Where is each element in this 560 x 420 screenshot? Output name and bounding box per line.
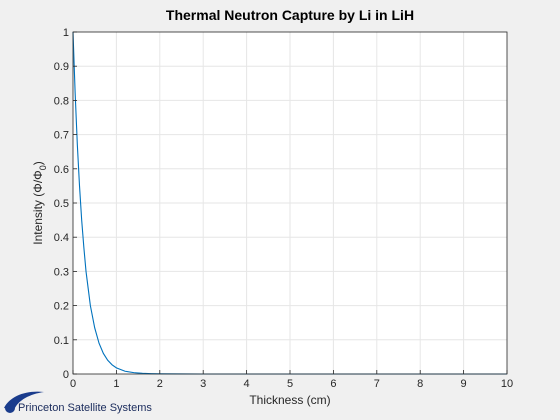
y-tick-label: 0.9 (54, 61, 69, 73)
y-tick-label: 0.2 (54, 301, 69, 313)
x-tick-label: 1 (113, 378, 119, 390)
y-tick-label: 0.6 (54, 164, 69, 176)
y-axis-label-subscript: 0 (38, 165, 48, 170)
x-tick-label: 8 (417, 378, 423, 390)
x-tick-label: 5 (287, 378, 293, 390)
x-tick-label: 9 (461, 378, 467, 390)
x-axis-label: Thickness (cm) (249, 393, 330, 407)
y-tick-label: 0.8 (54, 95, 69, 107)
x-tick-label: 10 (501, 378, 513, 390)
x-tick-label: 4 (244, 378, 250, 390)
x-ticks: 0 1 2 3 4 5 6 7 8 9 10 (70, 370, 513, 390)
x-tick-label: 6 (330, 378, 336, 390)
y-tick-label: 0.3 (54, 266, 69, 278)
y-axis-label-main: Intensity (Φ/Φ (31, 170, 45, 245)
y-tick-label: 0.5 (54, 198, 69, 210)
y-axis-label-close: ) (31, 161, 45, 165)
y-tick-label: 0.1 (54, 335, 69, 347)
y-tick-label: 0.7 (54, 130, 69, 142)
y-tick-label: 0.4 (54, 232, 69, 244)
y-tick-label: 0 (63, 369, 69, 381)
logo-planet-icon (5, 403, 15, 413)
grid (73, 32, 507, 374)
chart-title: Thermal Neutron Capture by Li in LiH (166, 7, 414, 23)
y-axis-label: Intensity (Φ/Φ0) (31, 161, 48, 245)
x-tick-label: 2 (157, 378, 163, 390)
company-logo: Princeton Satellite Systems (4, 391, 152, 414)
logo-text: Princeton Satellite Systems (18, 402, 152, 414)
x-tick-label: 0 (70, 378, 76, 390)
x-tick-label: 3 (200, 378, 206, 390)
y-tick-label: 1 (63, 27, 69, 39)
x-tick-label: 7 (374, 378, 380, 390)
y-ticks: 0 0.1 0.2 0.3 0.4 0.5 0.6 0.7 0.8 0.9 1 (54, 27, 77, 381)
